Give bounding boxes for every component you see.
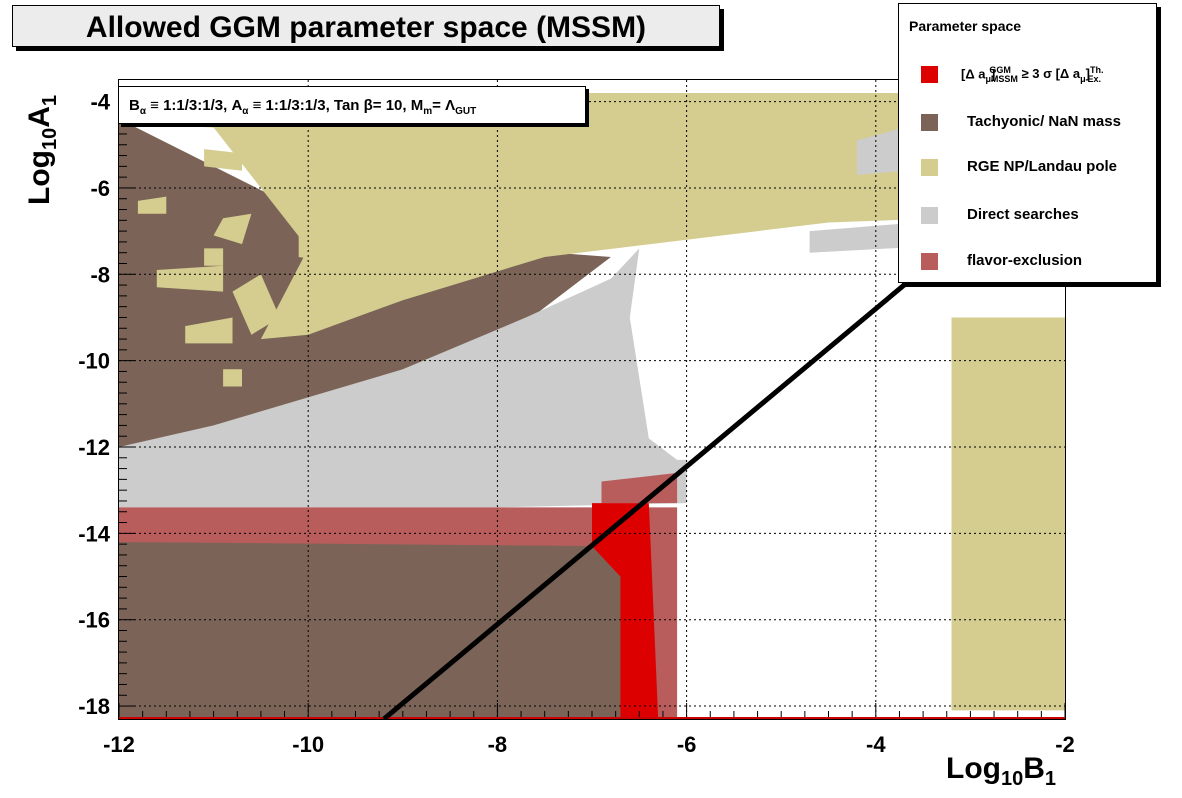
rge-island-7 <box>185 317 233 344</box>
legend-label-tachyonic: Tachyonic/ NaN mass <box>967 113 1121 130</box>
rge-island-4 <box>327 192 384 253</box>
legend-label-flavor: flavor-exclusion <box>967 252 1083 269</box>
rge-island-9 <box>137 196 167 214</box>
region-rge-np-landau-pole-1 <box>119 93 1065 340</box>
y-tick-label-3: -10 <box>78 349 110 374</box>
info-m-value: = Λ <box>432 97 456 114</box>
legend-label-gmu: [Δ aμ]GGMMSSM ≥ 3 σ [Δ aμ]Th.Ex. <box>961 65 1104 84</box>
legend-item-rge: RGE NP/Landau pole <box>899 152 1156 182</box>
y-tick-label-2: -8 <box>90 262 110 287</box>
info-b-value: ≡ 1:1/3:1/3, A <box>146 97 243 114</box>
blob-layer <box>137 101 999 387</box>
legend: Parameter space [Δ aμ]GGMMSSM ≥ 3 σ [Δ a… <box>898 3 1157 283</box>
x-axis-title-var-sub: 1 <box>1044 768 1057 790</box>
legend-title: Parameter space <box>909 18 1022 34</box>
title-box: Allowed GGM parameter space (MSSM) <box>12 5 720 47</box>
legend-item-tachyonic: Tachyonic/ NaN mass <box>899 107 1156 137</box>
y-tick-label-1: -6 <box>90 176 110 201</box>
y-tick-label-6: -16 <box>78 608 110 633</box>
y-axis-title-main: Log <box>23 150 56 205</box>
rge-island-1 <box>204 149 242 171</box>
y-axis-title-var-sub: 1 <box>39 94 61 107</box>
info-a-value: ≡ 1:1/3:1/3, Tan β= 10, M <box>248 97 424 114</box>
info-m-sub: m <box>423 106 433 117</box>
info-a-sub: α <box>242 106 249 117</box>
info-gut-sub: GUT <box>455 106 477 117</box>
info-b-prefix: B <box>129 97 140 114</box>
x-tick-label-0: -12 <box>103 732 135 757</box>
region-rge-np-landau-pole-2 <box>951 317 1065 711</box>
x-axis-title: Log10B1 <box>946 752 1056 791</box>
legend-swatch-flavor <box>921 253 938 270</box>
y-tick-label-5: -14 <box>78 521 111 546</box>
region-flavor-exclusion-6 <box>601 472 678 504</box>
y-axis-title-sub: 10 <box>39 127 61 151</box>
rge-island-5 <box>383 205 432 270</box>
legend-swatch-rge <box>921 159 938 176</box>
page-title: Allowed GGM parameter space (MSSM) <box>85 11 647 44</box>
legend-label-direct: Direct searches <box>967 206 1079 223</box>
rge-island-8 <box>223 369 242 387</box>
line-layer <box>382 259 935 719</box>
info-b-sub: α <box>139 106 146 117</box>
rge-island-6 <box>232 274 280 335</box>
legend-swatch-tachyonic <box>921 114 938 131</box>
x-tick-label-4: -4 <box>866 732 886 757</box>
x-tick-label-2: -8 <box>488 732 508 757</box>
legend-swatch-gmu <box>921 66 938 83</box>
y-axis-title: Log10A1 <box>23 94 66 205</box>
x-tick-label-1: -10 <box>292 732 324 757</box>
rge-island-3 <box>298 213 328 262</box>
legend-item-direct: Direct searches <box>899 200 1156 230</box>
y-tick-label-0: -4 <box>90 90 110 115</box>
rge-island-0 <box>156 265 224 292</box>
x-axis-title-sub: 10 <box>1000 768 1024 790</box>
legend-swatch-direct <box>921 207 938 224</box>
direct-island-0 <box>856 127 905 175</box>
x-tick-label-5: -2 <box>1055 732 1075 757</box>
legend-item-gmu: [Δ aμ]GGMMSSM ≥ 3 σ [Δ aμ]Th.Ex. <box>899 59 1156 89</box>
y-tick-label-4: -12 <box>78 435 110 460</box>
legend-item-flavor: flavor-exclusion <box>899 246 1156 276</box>
y-tick-label-7: -18 <box>78 694 110 719</box>
y-axis-title-var: A <box>23 106 56 128</box>
region-direct-searches-3 <box>119 248 687 508</box>
region-gmu-7 <box>592 503 659 719</box>
rge-island-10 <box>204 248 224 266</box>
grid-layer <box>119 80 1065 719</box>
parameter-info-box: Bα ≡ 1:1/3:1/3, Aα ≡ 1:1/3:1/3, Tan β= 1… <box>118 86 586 124</box>
x-axis-title-var: B <box>1023 752 1045 785</box>
boundary-line <box>382 259 935 719</box>
x-tick-label-3: -6 <box>677 732 697 757</box>
rge-island-2 <box>213 213 252 245</box>
legend-label-rge: RGE NP/Landau pole <box>967 158 1118 175</box>
region-tachyonic-nan-mass-0 <box>119 118 668 719</box>
x-axis-title-main: Log <box>946 752 1001 785</box>
chart-svg <box>119 80 1065 719</box>
